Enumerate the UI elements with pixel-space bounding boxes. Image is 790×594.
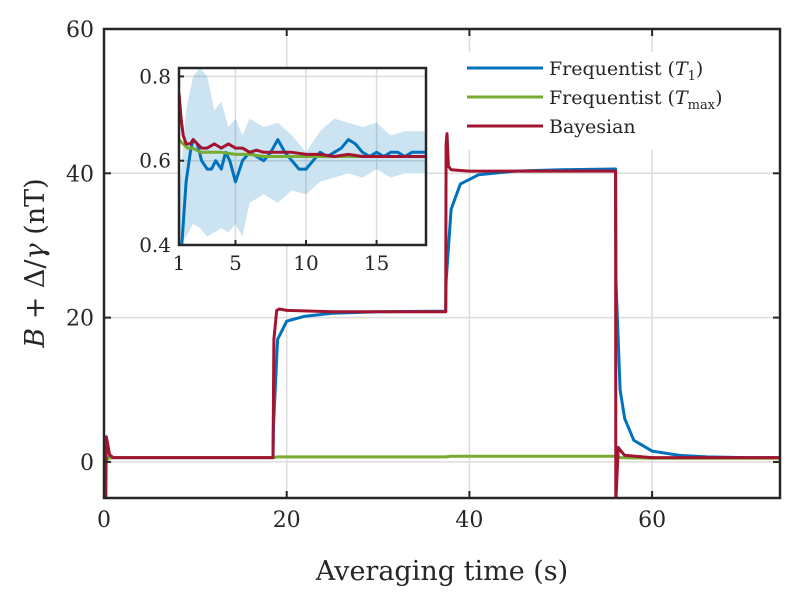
- inset-ticklabels: 1 5 10 150.40.60.8: [139, 64, 389, 275]
- x-tick-label: 60: [638, 508, 666, 533]
- series-line-2: [104, 132, 780, 498]
- inset-x-tick-label: 1: [173, 251, 186, 275]
- plot-frame: [102, 27, 782, 500]
- inset-y-tick-label: 0.6: [139, 149, 171, 173]
- y-tick-label: 60: [66, 18, 94, 43]
- x-tick-label: 0: [97, 508, 111, 533]
- main-ticks: [103, 28, 780, 498]
- inset-series-line-2: [179, 93, 426, 158]
- legend: Frequentist (T1) Frequentist (Tmax) Bayesi…: [460, 52, 772, 150]
- legend-entry-1: Frequentist (Tmax): [549, 87, 722, 113]
- inset-frame: [177, 66, 428, 247]
- inset-y-tick-label: 0.4: [139, 233, 171, 257]
- x-tick-label: 20: [273, 508, 301, 533]
- y-tick-label: 20: [66, 307, 94, 332]
- inset-axes: 1 5 10 150.40.60.8: [139, 64, 428, 275]
- inset-y-tick-label: 0.8: [139, 64, 171, 88]
- inset-x-tick-label: 10: [293, 251, 318, 275]
- inset-lines: [179, 93, 426, 245]
- x-axis-label: Averaging time (s): [315, 556, 568, 587]
- legend-entry-0: Frequentist (T1): [549, 58, 703, 84]
- inset-x-tick-label: 15: [364, 251, 389, 275]
- legend-entry-2: Bayesian: [549, 116, 636, 138]
- inset-ticks: [178, 75, 378, 246]
- inset-x-tick-label: 5: [229, 251, 242, 275]
- main-lines: [104, 132, 780, 498]
- x-tick-label: 40: [455, 508, 483, 533]
- y-tick-label: 40: [66, 162, 94, 187]
- y-axis-label: B + Δ/γ (nT): [20, 178, 51, 348]
- y-tick-label: 0: [80, 451, 94, 476]
- main-ticklabels: 0 20 40 60 0 20 40 60: [66, 18, 666, 533]
